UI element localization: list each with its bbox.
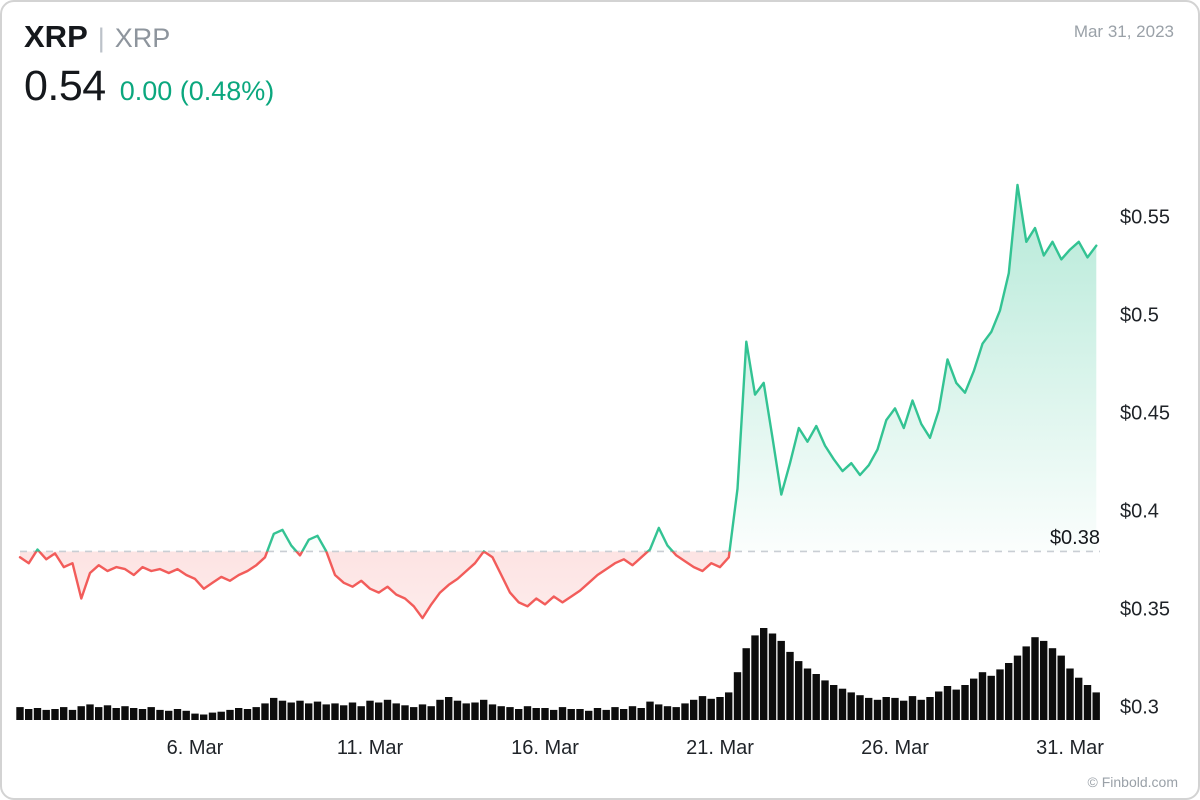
price-change: 0.00 (0.48%) [119, 76, 275, 106]
asset-pair: XRP [114, 23, 171, 53]
current-price: 0.54 [24, 62, 106, 110]
copyright-credit: © Finbold.com [1087, 774, 1178, 790]
chart-date: Mar 31, 2023 [1073, 22, 1174, 41]
title-separator: | [97, 23, 105, 53]
asset-symbol: XRP [24, 19, 88, 54]
price-row: 0.54 0.00 (0.48%) [24, 62, 274, 111]
chart-header: XRP | XRP [24, 19, 171, 54]
